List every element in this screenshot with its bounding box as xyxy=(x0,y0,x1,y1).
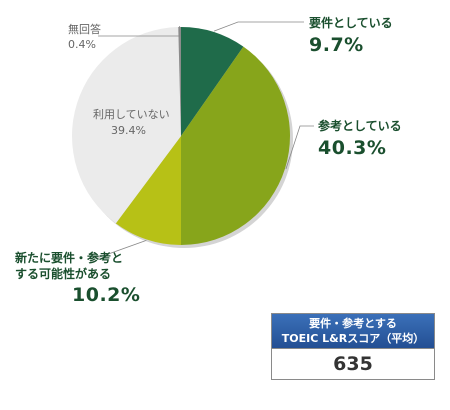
slice-label-not-used: 利用していない xyxy=(93,108,170,121)
slice-value-required: 9.7% xyxy=(309,34,364,56)
average-score-title-line2: TOEIC L&Rスコア（平均） xyxy=(281,332,425,345)
slice-label-possible-line2: する可能性がある xyxy=(15,267,112,281)
slice-value-not-used: 39.4% xyxy=(111,124,146,137)
slice-value-possible: 10.2% xyxy=(72,284,141,306)
slice-label-no-answer: 無回答 xyxy=(68,23,101,36)
pie-slice-reference xyxy=(181,46,290,246)
slice-value-reference: 40.3% xyxy=(318,137,387,159)
slice-value-no-answer: 0.4% xyxy=(68,38,96,51)
slice-label-possible-line1: 新たに要件・参考と xyxy=(15,251,124,265)
slice-label-required: 要件としている xyxy=(309,16,393,30)
leader-line-possible xyxy=(93,240,147,258)
average-score-title-line1: 要件・参考とする xyxy=(309,317,397,330)
average-score-header: 要件・参考とする TOEIC L&Rスコア（平均） xyxy=(272,314,434,348)
leader-line-reference xyxy=(285,125,314,170)
pie-slice-required xyxy=(181,27,244,136)
leader-line-no-answer xyxy=(98,25,181,37)
average-score-box: 要件・参考とする TOEIC L&Rスコア（平均） 635 xyxy=(271,313,435,380)
average-score-value: 635 xyxy=(272,348,434,380)
leader-line-required xyxy=(213,21,304,32)
pie-slice-not-used xyxy=(72,27,181,224)
pie-slice-no-answer xyxy=(178,27,181,136)
slice-label-reference: 参考としている xyxy=(318,119,402,133)
pie-slice-possible xyxy=(115,136,181,245)
